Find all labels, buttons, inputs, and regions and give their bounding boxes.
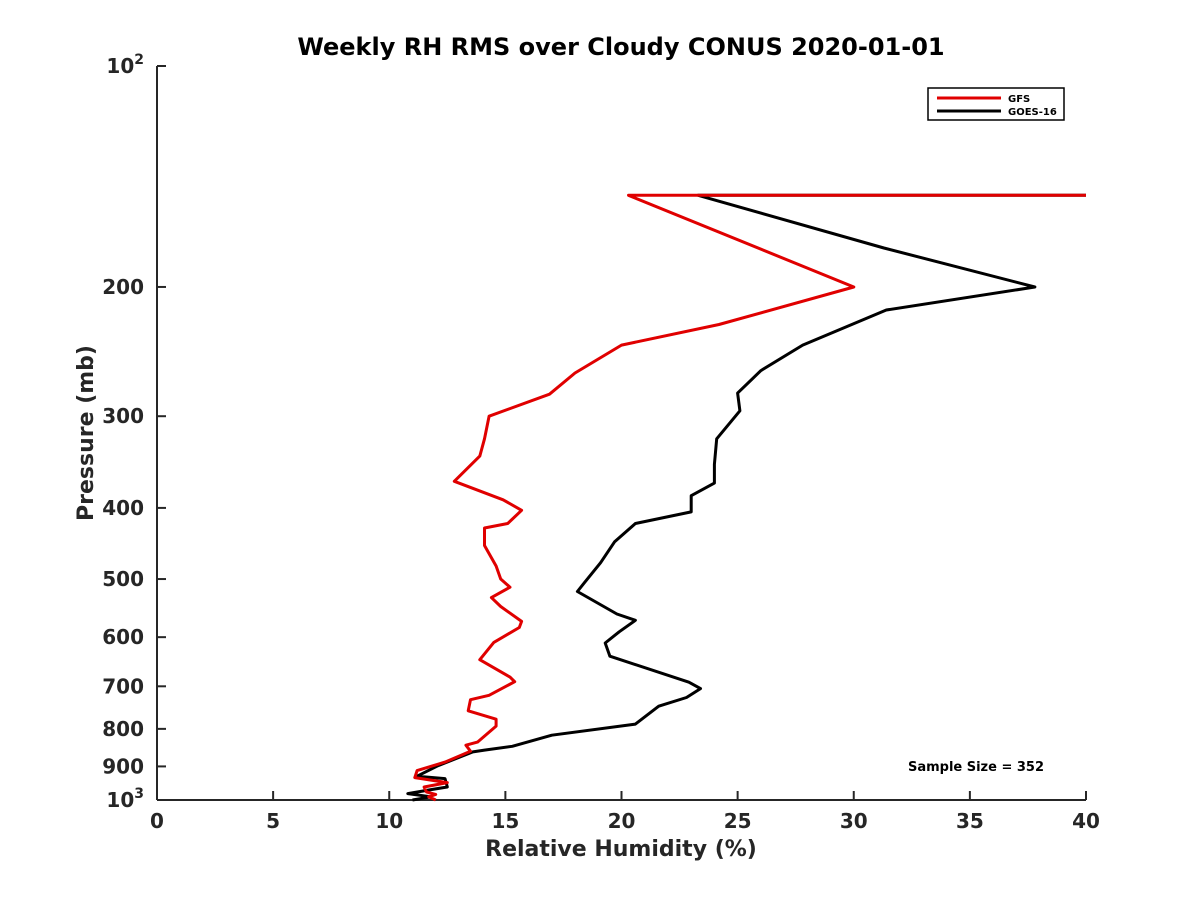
y-tick-label: 600 [102,625,144,649]
chart-title: Weekly RH RMS over Cloudy CONUS 2020-01-… [297,33,944,61]
x-tick-label: 30 [840,809,868,833]
x-tick-label: 0 [150,809,164,833]
y-tick-label: 300 [102,404,144,428]
y-tick-label: 200 [102,275,144,299]
y-tick-label: 102 [106,52,144,78]
series-line-gfs [413,193,1086,802]
y-tick-base: 10 [106,54,134,78]
x-ticks: 0 5 10 15 20 25 30 35 40 [150,791,1100,833]
y-tick-exponent: 3 [134,786,144,802]
x-tick-label: 25 [724,809,752,833]
legend-box [927,87,1065,121]
legend-label: GFS [1008,94,1030,105]
legend: GFS GOES-16 [927,87,1065,121]
x-tick-label: 35 [956,809,984,833]
x-tick-label: 5 [266,809,280,833]
x-tick-label: 10 [375,809,403,833]
series-line-goes-16 [406,193,1086,802]
y-tick-base: 10 [106,788,134,812]
y-tick-label: 800 [102,717,144,741]
x-tick-label: 15 [491,809,519,833]
y-tick-label: 400 [102,496,144,520]
legend-label: GOES-16 [1008,107,1057,118]
x-tick-label: 20 [608,809,636,833]
x-tick-label: 40 [1072,809,1100,833]
y-tick-label: 700 [102,674,144,698]
series-layer [406,193,1086,802]
plot-axes [156,66,1086,801]
sample-size-annotation: Sample Size = 352 [908,760,1044,775]
y-tick-label: 500 [102,567,144,591]
y-tick-label: 900 [102,754,144,778]
y-tick-label: 103 [106,786,144,812]
y-tick-exponent: 2 [134,52,144,68]
x-axis-label: Relative Humidity (%) [485,837,757,862]
y-axis-label: Pressure (mb) [74,345,99,521]
